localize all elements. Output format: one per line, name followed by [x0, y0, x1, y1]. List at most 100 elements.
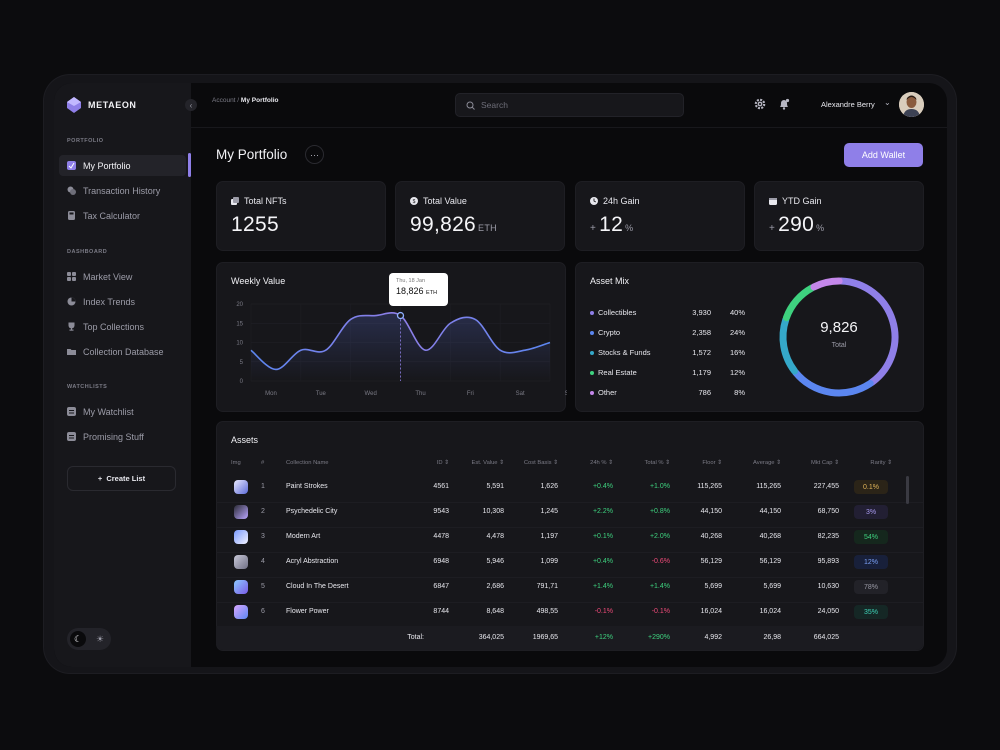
nft-thumbnail[interactable]	[234, 530, 248, 544]
sun-icon[interactable]: ☀	[95, 633, 105, 644]
breadcrumb-root[interactable]: Account /	[212, 97, 240, 104]
nft-thumbnail[interactable]	[234, 505, 248, 519]
donut-slice[interactable]	[779, 316, 799, 375]
cost-basis: 498,55	[536, 608, 558, 615]
market-cap: 10,630	[817, 583, 839, 590]
column-header[interactable]: Floor ⇕	[702, 460, 722, 466]
legend-item[interactable]: Other 786 8%	[590, 388, 745, 400]
nft-thumbnail[interactable]	[234, 555, 248, 569]
floor-price: 56,129	[700, 558, 722, 565]
sidebar-item-transaction-history[interactable]: Transaction History	[59, 180, 186, 201]
stat-number: 99,826	[410, 213, 477, 236]
collection-name[interactable]: Cloud In The Desert	[286, 583, 349, 590]
create-list-label: Create List	[106, 474, 146, 483]
chevron-down-icon[interactable]: ⌄	[884, 98, 891, 107]
theme-toggle[interactable]: ☾ ☀	[67, 628, 111, 650]
column-header[interactable]: Mkt Cap ⇕	[810, 460, 839, 466]
nft-thumbnail[interactable]	[234, 480, 248, 494]
column-header[interactable]: Rarity ⇕	[870, 460, 892, 466]
floor-price: 115,265	[697, 483, 722, 490]
sidebar-item-top-collections[interactable]: Top Collections	[59, 316, 186, 337]
change-24h: +0.1%	[592, 533, 613, 540]
total-change-total: +290%	[648, 634, 670, 641]
legend-item[interactable]: Crypto 2,358 24%	[590, 328, 745, 340]
nft-thumbnail[interactable]	[234, 605, 248, 619]
table-scrollbar[interactable]	[906, 476, 909, 504]
stat-label: Total NFTs	[231, 196, 287, 206]
brand[interactable]: METAEON	[67, 97, 137, 113]
portfolio-icon	[67, 161, 76, 170]
legend-name: Crypto	[598, 328, 621, 337]
stat-label: YTD Gain	[769, 196, 822, 206]
bell-icon[interactable]	[778, 98, 790, 110]
cost-basis: 1,197	[540, 533, 558, 540]
avatar[interactable]	[899, 92, 924, 117]
legend-value: 786	[698, 388, 711, 397]
legend-percent: 12%	[729, 368, 745, 377]
sidebar-item-market-view[interactable]: Market View	[59, 266, 186, 287]
collection-name[interactable]: Acryl Abstraction	[286, 558, 339, 565]
collapse-sidebar-icon[interactable]: ‹	[185, 99, 197, 111]
average-price: 44,150	[759, 508, 781, 515]
x-tick-label: Mon	[265, 391, 277, 397]
legend-item[interactable]: Collectibles 3,930 40%	[590, 308, 745, 320]
x-tick-label: Wed	[365, 391, 377, 397]
collection-name[interactable]: Psychedelic City	[286, 508, 338, 515]
search-input[interactable]: Search	[455, 93, 684, 117]
change-24h: +1.4%	[592, 583, 613, 590]
donut-slice[interactable]	[782, 284, 816, 322]
change-total: -0.1%	[651, 608, 670, 615]
change-24h: +0.4%	[592, 558, 613, 565]
est-value: 4,478	[486, 533, 504, 540]
row-divider	[216, 502, 923, 503]
sidebar-item-collection-database[interactable]: Collection Database	[59, 341, 186, 362]
stat-card-24h-gain: 24h Gain +12%	[575, 181, 745, 251]
sidebar-item-label: Collection Database	[83, 346, 164, 357]
donut-slice[interactable]	[810, 277, 843, 291]
stat-value: +12%	[590, 213, 633, 237]
legend-name: Real Estate	[598, 368, 637, 377]
user-name[interactable]: Alexandre Berry	[821, 100, 875, 109]
column-header[interactable]: ID ⇕	[436, 460, 449, 466]
y-tick-label: 10	[236, 341, 243, 347]
legend-dot	[590, 371, 594, 375]
add-wallet-button[interactable]: Add Wallet	[844, 143, 923, 167]
weekly-value-chart[interactable]: 0 5 10 15 20 Mon Tue Wed Thu Fri Sat Sun	[217, 263, 567, 413]
average-price: 56,129	[759, 558, 781, 565]
legend-item[interactable]: Stocks & Funds 1,572 16%	[590, 348, 745, 360]
column-header[interactable]: Total % ⇕	[644, 460, 670, 466]
column-header[interactable]: Est. Value ⇕	[471, 460, 504, 466]
column-header[interactable]: 24h % ⇕	[590, 460, 613, 466]
sidebar-item-promising-stuff[interactable]: Promising Stuff	[59, 426, 186, 447]
sidebar-item-tax-calculator[interactable]: Tax Calculator	[59, 205, 186, 226]
collection-name[interactable]: Modern Art	[286, 533, 321, 540]
column-header: Img	[231, 460, 241, 466]
weekly-value-title: Weekly Value	[231, 276, 286, 286]
sidebar-item-index-trends[interactable]: Index Trends	[59, 291, 186, 312]
legend-percent: 24%	[729, 328, 745, 337]
assets-card: Assets	[216, 421, 924, 651]
sidebar-item-my-watchlist[interactable]: My Watchlist	[59, 401, 186, 422]
collection-name[interactable]: Paint Strokes	[286, 483, 328, 490]
est-value: 10,308	[482, 508, 504, 515]
moon-icon[interactable]: ☾	[70, 631, 86, 647]
legend-name: Stocks & Funds	[598, 348, 651, 357]
sidebar-item-my-portfolio[interactable]: My Portfolio	[59, 155, 186, 176]
trophy-icon	[68, 322, 75, 331]
asset-mix-donut[interactable]	[576, 263, 925, 413]
row-index: 3	[261, 533, 265, 540]
create-list-button[interactable]: + Create List	[67, 466, 176, 491]
section-label-dashboard: DASHBOARD	[67, 249, 108, 255]
donut-slice[interactable]	[837, 277, 899, 386]
donut-slice[interactable]	[792, 369, 874, 397]
legend-item[interactable]: Real Estate 1,179 12%	[590, 368, 745, 380]
column-header[interactable]: Cost Basis ⇕	[523, 460, 558, 466]
average-price: 5,699	[763, 583, 781, 590]
more-options-button[interactable]: ···	[305, 145, 324, 164]
nft-thumbnail[interactable]	[234, 580, 248, 594]
collection-name[interactable]: Flower Power	[286, 608, 329, 615]
metaeon-logo-icon	[67, 97, 81, 113]
coin-icon: $	[410, 197, 418, 205]
gear-icon[interactable]	[754, 98, 766, 110]
column-header[interactable]: Average ⇕	[753, 460, 781, 466]
